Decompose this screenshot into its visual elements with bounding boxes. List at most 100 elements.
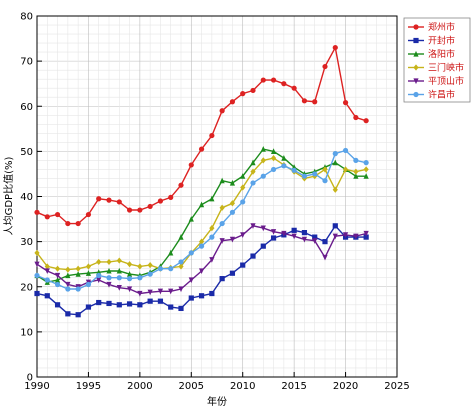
- legend-label: 三门峡市: [428, 62, 464, 74]
- data-point: [332, 233, 338, 240]
- data-point: [168, 304, 174, 310]
- legend-swatch-marker: [413, 78, 419, 85]
- legend-swatch-marker: [413, 50, 419, 57]
- legend-box: [403, 17, 471, 103]
- x-tick-label: 1990: [24, 381, 49, 392]
- data-point: [250, 180, 256, 186]
- data-point: [229, 209, 236, 215]
- data-point: [250, 223, 256, 229]
- data-point: [291, 85, 297, 91]
- data-point: [270, 155, 277, 162]
- data-point: [54, 302, 61, 308]
- data-point: [75, 312, 81, 318]
- data-point: [332, 44, 338, 51]
- data-point: [126, 207, 133, 213]
- data-point: [85, 281, 92, 288]
- data-point: [34, 290, 40, 297]
- data-point: [178, 259, 184, 265]
- data-point: [281, 155, 287, 161]
- data-point: [260, 157, 266, 164]
- data-point: [229, 179, 236, 186]
- data-point: [188, 215, 194, 222]
- data-point: [219, 177, 225, 184]
- data-point: [168, 194, 174, 201]
- series-layer: [34, 44, 369, 318]
- data-point: [116, 275, 122, 281]
- data-point: [281, 163, 287, 169]
- data-point: [270, 148, 277, 154]
- data-point: [301, 98, 308, 104]
- data-point: [291, 227, 297, 233]
- data-point: [44, 277, 50, 283]
- data-point: [198, 201, 205, 208]
- data-point: [250, 87, 256, 94]
- data-point: [240, 91, 246, 97]
- data-point: [250, 253, 256, 259]
- data-point: [198, 238, 205, 245]
- y-tick-label: 50: [20, 147, 33, 158]
- data-point: [137, 302, 143, 308]
- data-point: [106, 275, 112, 281]
- data-point: [209, 132, 215, 139]
- data-point: [229, 236, 236, 243]
- data-point: [260, 173, 266, 179]
- data-point: [209, 224, 215, 232]
- data-point: [96, 277, 102, 284]
- data-point: [312, 171, 318, 177]
- data-point: [363, 166, 369, 173]
- data-point: [34, 272, 40, 279]
- data-point: [353, 173, 359, 179]
- data-point: [44, 263, 50, 270]
- y-tick-label: 60: [20, 102, 33, 113]
- series-1: [34, 44, 369, 227]
- legend-label: 洛阳市: [428, 48, 455, 60]
- data-point: [106, 258, 112, 266]
- data-point: [126, 276, 133, 282]
- legend-label: 郑州市: [428, 21, 455, 33]
- data-point: [260, 243, 266, 249]
- data-point: [85, 270, 92, 276]
- data-point: [54, 281, 61, 288]
- x-axis-label: 年份: [207, 395, 227, 408]
- data-point: [198, 268, 205, 275]
- y-axis-label: 人均GDP比值(%): [2, 157, 15, 236]
- data-point: [332, 159, 338, 166]
- data-point: [353, 233, 359, 240]
- data-point: [281, 230, 287, 237]
- data-point: [209, 257, 215, 263]
- data-point: [229, 200, 236, 207]
- legend-entry: 开封市: [408, 35, 455, 47]
- y-tick-label: 20: [20, 282, 33, 293]
- data-point: [65, 311, 71, 317]
- data-point: [312, 238, 318, 244]
- data-point: [240, 184, 246, 191]
- data-point: [178, 286, 184, 293]
- data-point: [209, 234, 215, 240]
- data-point: [34, 261, 40, 268]
- data-point: [178, 234, 184, 240]
- data-point: [157, 198, 164, 204]
- data-point: [147, 289, 153, 296]
- data-point: [44, 293, 50, 299]
- data-point: [106, 267, 112, 274]
- data-point: [322, 63, 328, 70]
- x-tick-label: 2015: [281, 381, 306, 392]
- data-point: [137, 207, 143, 213]
- data-point: [363, 160, 369, 166]
- data-point: [126, 301, 133, 307]
- data-point: [147, 298, 153, 304]
- data-point: [322, 166, 328, 173]
- data-point: [75, 265, 81, 272]
- data-point: [291, 233, 297, 240]
- data-point: [342, 166, 349, 173]
- data-point: [96, 272, 102, 279]
- data-point: [96, 196, 102, 202]
- x-tick-label: 1995: [76, 381, 101, 392]
- data-point: [168, 266, 174, 272]
- data-point: [240, 173, 246, 179]
- x-tick-label: 2020: [333, 381, 358, 392]
- data-point: [147, 203, 153, 210]
- data-point: [312, 99, 318, 105]
- data-point: [240, 199, 246, 205]
